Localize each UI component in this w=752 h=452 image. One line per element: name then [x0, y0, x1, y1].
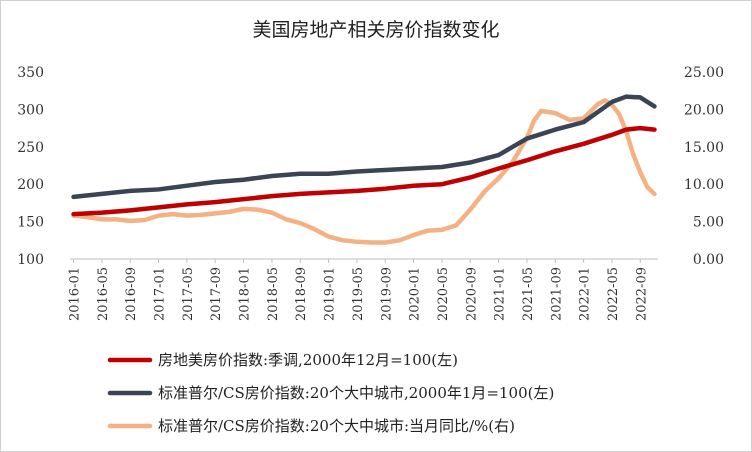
- x-tick-label: 2017-09: [209, 267, 224, 321]
- right-y-tick-label: 10.00: [684, 177, 724, 193]
- x-tick-label: 2018-01: [238, 267, 253, 321]
- right-y-tick-label: 20.00: [684, 102, 724, 118]
- x-tick-label: 2016-05: [96, 267, 111, 321]
- x-tick-label: 2020-05: [436, 267, 451, 321]
- left-y-tick-label: 100: [17, 252, 44, 268]
- x-tick-label: 2019-05: [351, 267, 366, 321]
- right-y-tick-label: 25.00: [684, 65, 724, 81]
- series-line-2: [71, 94, 657, 200]
- x-tick-label: 2017-01: [153, 267, 168, 321]
- left-y-tick-label: 350: [17, 65, 44, 81]
- x-tick-label: 2016-09: [124, 267, 139, 321]
- legend-label: 房地美房价指数:季调,2000年12月=100(左): [158, 351, 458, 369]
- x-tick-label: 2019-09: [379, 267, 394, 321]
- left-y-tick-label: 200: [17, 177, 44, 193]
- x-axis: 2016-01 2016-05 2016-09 2017-01 2017-05 2017-…: [68, 259, 649, 321]
- x-tick-label: 2021-05: [521, 267, 536, 321]
- left-y-tick-label: 250: [17, 140, 44, 156]
- right-y-tick-label: 0.00: [693, 252, 724, 268]
- x-tick-label: 2021-01: [493, 267, 508, 321]
- chart-title: 美国房地产相关房价指数变化: [252, 19, 499, 41]
- left-y-axis: 100 150 200 250 300 350: [17, 65, 44, 268]
- series-line-3: [71, 98, 657, 245]
- legend-label: 标准普尔/CS房价指数:20个大中城市,2000年1月=100(左): [158, 384, 554, 402]
- x-tick-label: 2018-05: [266, 267, 281, 321]
- series-line-1: [71, 125, 657, 217]
- right-y-tick-label: 15.00: [684, 140, 724, 156]
- x-tick-label: 2022-09: [634, 267, 649, 321]
- x-tick-label: 2020-01: [408, 267, 423, 321]
- x-tick-label: 2019-01: [323, 267, 338, 321]
- right-y-tick-label: 5.00: [693, 215, 724, 231]
- x-tick-label: 2021-09: [549, 267, 564, 321]
- legend-label: 标准普尔/CS房价指数:20个大中城市:当月同比/%(右): [158, 417, 515, 435]
- left-y-tick-label: 150: [17, 215, 44, 231]
- series-group: [71, 94, 657, 245]
- x-tick-label: 2016-01: [68, 267, 83, 321]
- right-y-axis: 0.00 5.00 10.00 15.00 20.00 25.00: [684, 65, 724, 268]
- x-tick-label: 2017-05: [181, 267, 196, 321]
- x-tick-label: 2018-09: [294, 267, 309, 321]
- x-tick-label: 2020-09: [464, 267, 479, 321]
- x-tick-label: 2022-05: [606, 267, 621, 321]
- left-y-tick-label: 300: [17, 102, 44, 118]
- legend: 房地美房价指数:季调,2000年12月=100(左) 标准普尔/CS房价指数:20…: [107, 351, 554, 435]
- x-tick-label: 2022-01: [578, 267, 593, 321]
